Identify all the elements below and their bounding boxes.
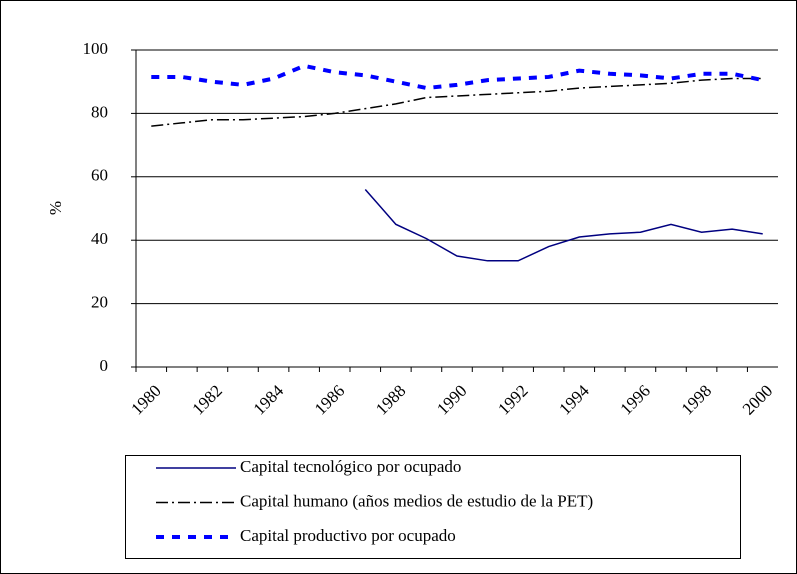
- series-line: [151, 63, 764, 91]
- y-tick-label: 60: [91, 166, 108, 185]
- y-tick-label: 100: [83, 39, 109, 58]
- y-tick-label: 20: [91, 293, 108, 312]
- series-line: [151, 77, 763, 127]
- legend-label: Capital humano (años medios de estudio d…: [240, 491, 593, 510]
- y-axis-label: %: [46, 201, 65, 215]
- y-tick-label: 40: [91, 229, 108, 248]
- legend-label: Capital tecnológico por ocupado: [240, 457, 461, 476]
- legend-label: Capital productivo por ocupado: [240, 526, 456, 545]
- series-line: [364, 188, 763, 262]
- legend: [125, 455, 741, 559]
- y-tick-label: 0: [100, 356, 109, 375]
- y-tick-label: 80: [91, 102, 108, 121]
